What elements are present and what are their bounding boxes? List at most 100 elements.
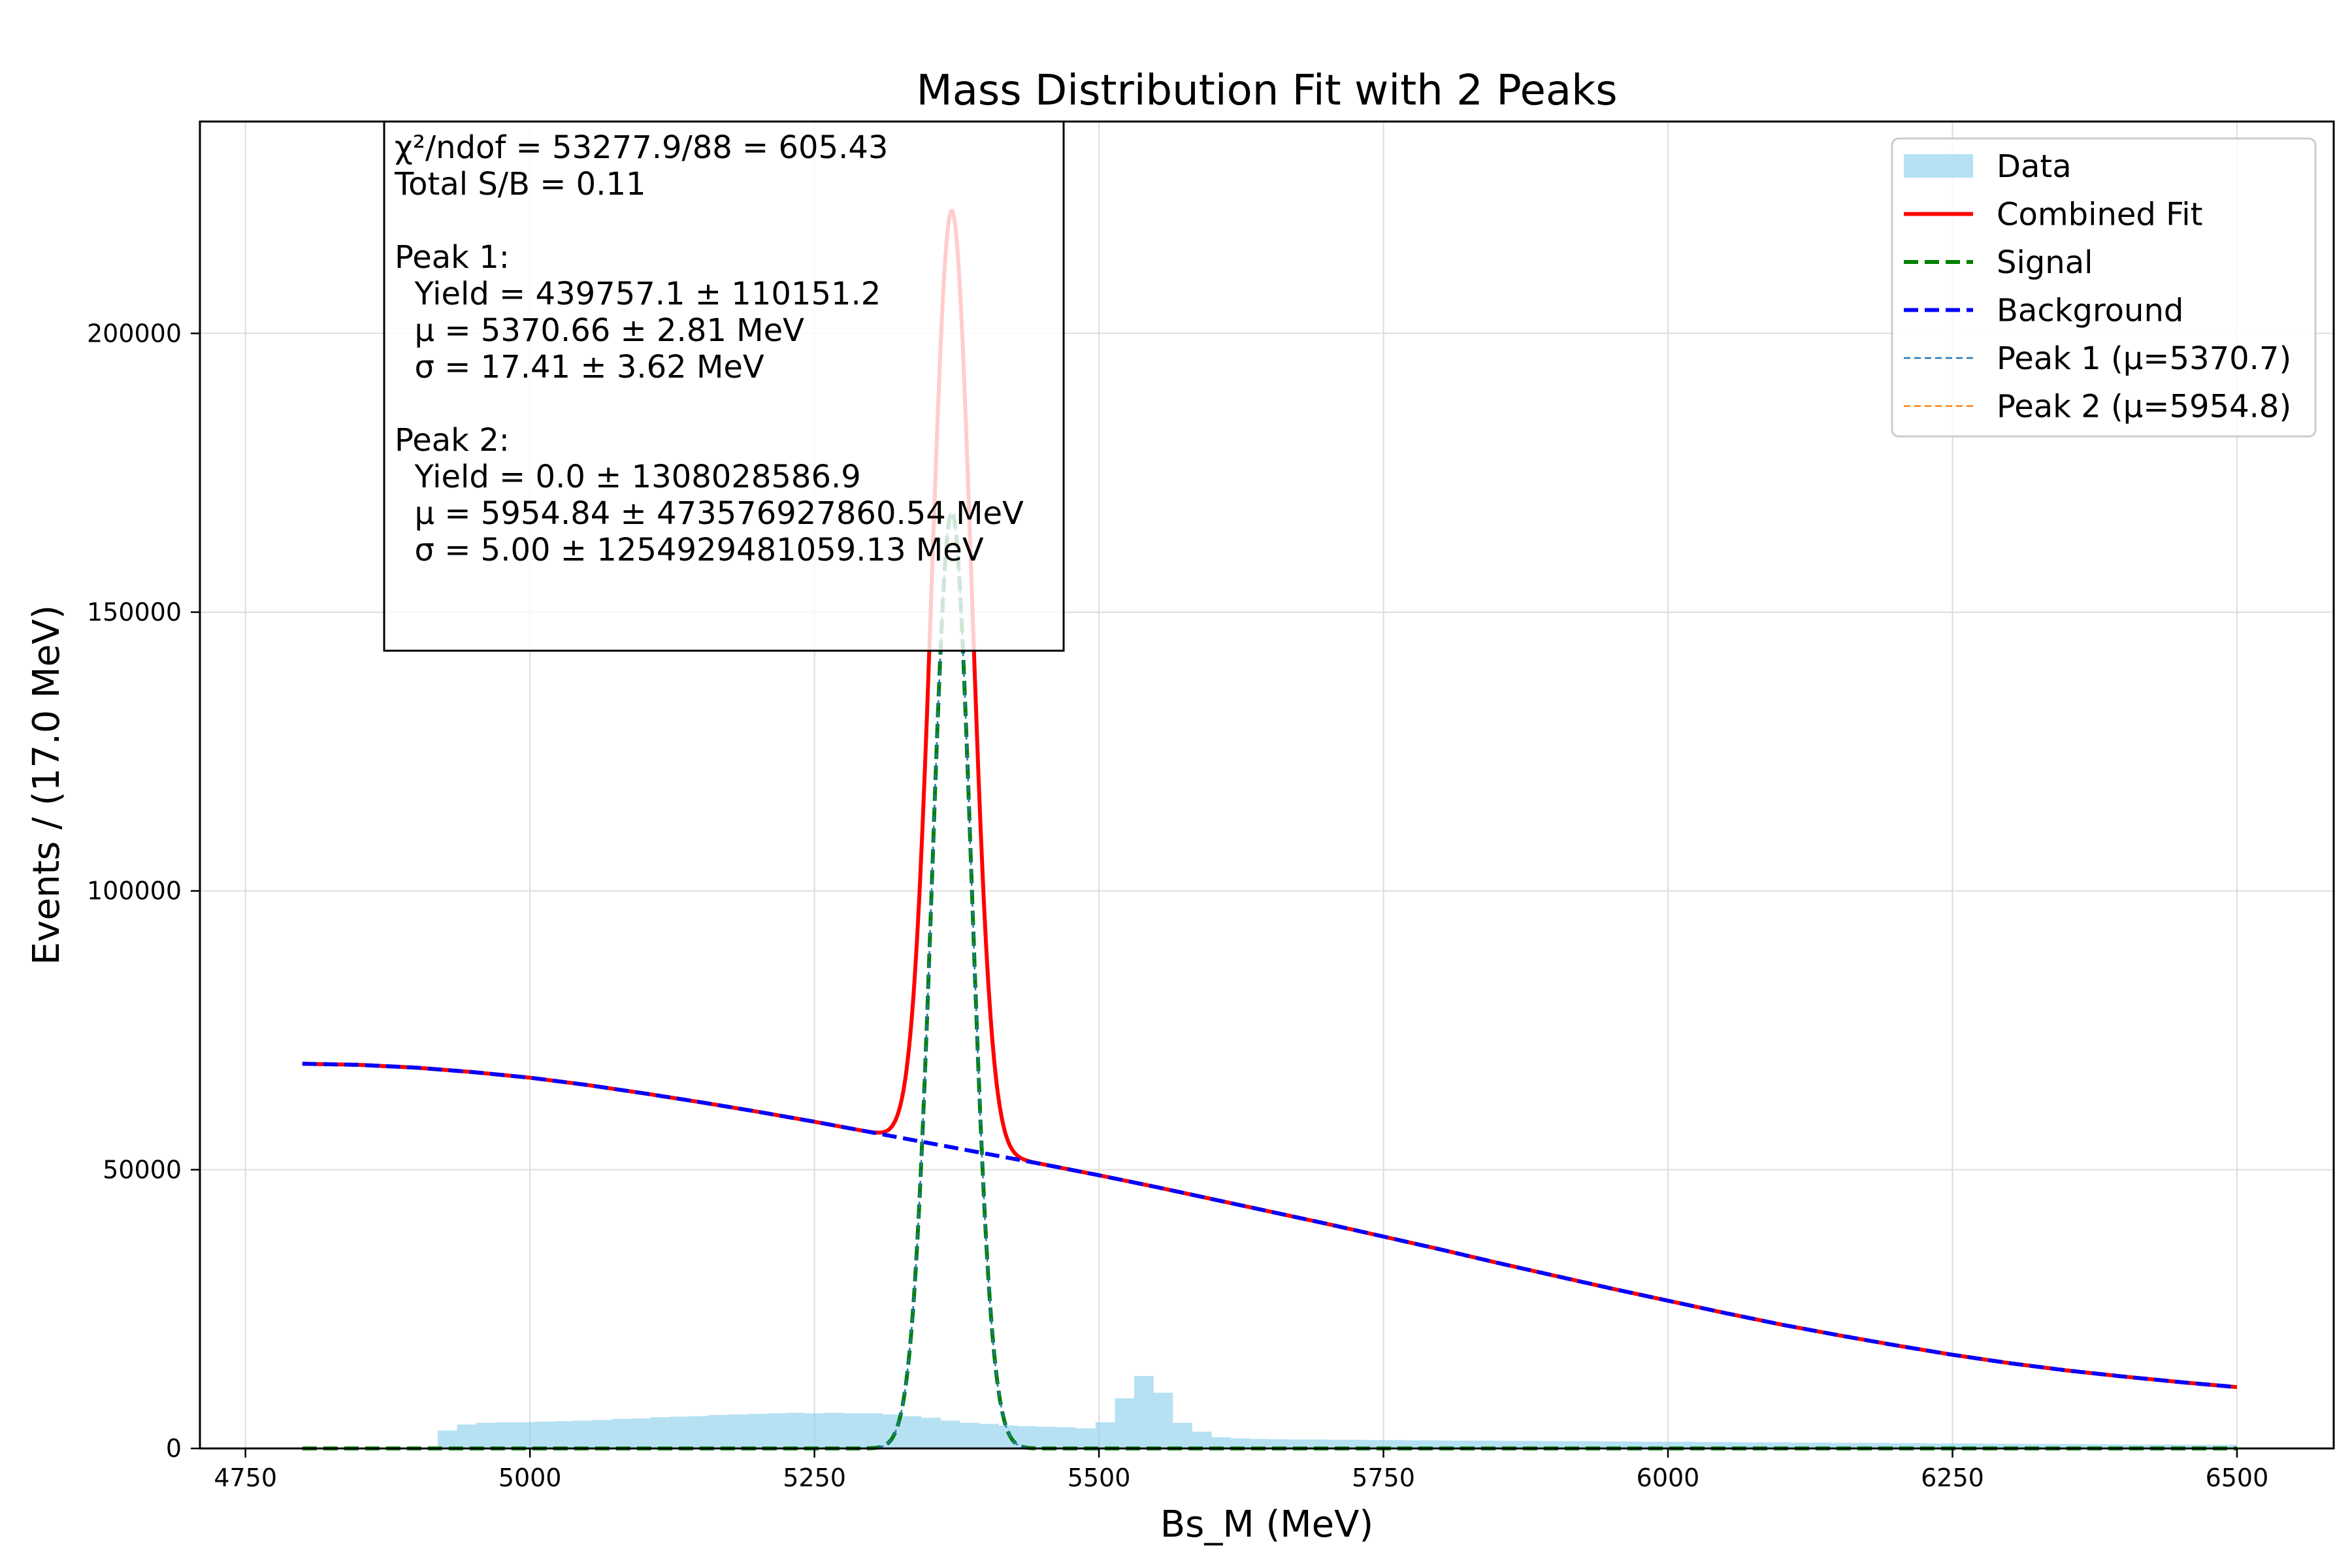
histogram-bar <box>2024 1444 2044 1448</box>
histogram-bar <box>1560 1441 1580 1448</box>
histogram-bar <box>786 1413 806 1448</box>
histogram-bar <box>1269 1439 1289 1448</box>
histogram-bar <box>863 1413 883 1448</box>
stats-line: Yield = 439757.1 ± 110151.2 <box>395 276 881 312</box>
histogram-bar <box>940 1420 960 1448</box>
histogram-bar <box>1231 1438 1250 1448</box>
legend-label: Background <box>1997 293 2183 329</box>
histogram-bar <box>1888 1443 1908 1448</box>
histogram-bar <box>1366 1440 1386 1448</box>
x-tick-label: 6250 <box>1921 1463 1984 1492</box>
y-tick-label: 50000 <box>103 1155 182 1184</box>
histogram-bar <box>1173 1422 1192 1448</box>
histogram-bar <box>1714 1442 1735 1448</box>
histogram-bar <box>1250 1439 1270 1448</box>
histogram-bar <box>1501 1441 1522 1448</box>
axes-frame <box>199 120 2335 1450</box>
histogram-bar <box>1211 1437 1232 1448</box>
x-tick-label: 6500 <box>2206 1463 2269 1492</box>
histogram-bar <box>843 1413 864 1448</box>
histogram-bar <box>1443 1441 1463 1448</box>
stats-line: μ = 5954.84 ± 473576927860.54 MeV <box>395 495 1024 532</box>
histogram-bar <box>553 1421 574 1448</box>
histogram-bar <box>960 1422 980 1448</box>
histogram-bar <box>573 1420 593 1448</box>
histogram-bar <box>1831 1443 1850 1448</box>
histogram-bar <box>2101 1444 2121 1448</box>
histogram-bar <box>1328 1439 1347 1448</box>
histogram-bar <box>1463 1441 1483 1448</box>
legend: Data Combined Fit Signal Background Peak 1 (… <box>1891 137 2317 438</box>
histogram-bar <box>1946 1443 1967 1448</box>
histogram-bar <box>1056 1427 1077 1448</box>
histogram-bar <box>1753 1442 1773 1448</box>
histogram-bar <box>1095 1422 1115 1448</box>
stats-line: μ = 5370.66 ± 2.81 MeV <box>395 312 804 349</box>
histogram-bar <box>2004 1443 2025 1448</box>
histogram-bar <box>902 1416 922 1448</box>
histogram-bar <box>592 1420 612 1448</box>
stats-line: σ = 17.41 ± 3.62 MeV <box>395 349 764 385</box>
histogram-bar <box>1153 1392 1173 1448</box>
x-tick-label: 4750 <box>214 1463 277 1492</box>
x-tick-label: 5750 <box>1352 1463 1415 1492</box>
histogram-bar <box>1772 1442 1792 1448</box>
histogram-bar <box>1192 1431 1212 1448</box>
histogram-bar <box>2063 1444 2083 1448</box>
histogram-bar <box>476 1422 496 1448</box>
histogram-bar <box>1927 1443 1947 1448</box>
histogram-bar <box>1791 1443 1812 1448</box>
histogram-bar <box>1424 1440 1444 1448</box>
histogram-bar <box>2140 1445 2160 1448</box>
histogram-bar <box>1637 1441 1657 1448</box>
histogram-bar <box>1540 1441 1560 1448</box>
histogram-bar <box>1521 1441 1541 1448</box>
y-tick-label: 0 <box>166 1434 182 1463</box>
histogram-bar <box>650 1417 670 1448</box>
stats-line: χ²/ndof = 53277.9/88 = 605.43 <box>395 129 888 166</box>
histogram-bar <box>689 1416 709 1448</box>
histogram-bar <box>2159 1445 2180 1448</box>
histogram-bar <box>805 1413 825 1448</box>
histogram-bar <box>921 1418 941 1448</box>
legend-label: Combined Fit <box>1997 197 2202 233</box>
stats-line: Peak 2: <box>395 422 510 459</box>
histogram-bar <box>2043 1444 2063 1448</box>
histogram-bar <box>1482 1441 1502 1448</box>
x-tick-label: 6000 <box>1637 1463 1700 1492</box>
x-tick-label: 5000 <box>498 1463 562 1492</box>
histogram-bar <box>1850 1443 1870 1448</box>
histogram-bar <box>1405 1440 1425 1448</box>
histogram-bar <box>1037 1426 1057 1448</box>
histogram-bar <box>1598 1441 1618 1448</box>
histogram-bar <box>825 1413 844 1448</box>
histogram-bar <box>1115 1398 1135 1448</box>
histogram-bar <box>1347 1439 1367 1448</box>
histogram-bar <box>1811 1443 1831 1448</box>
histogram-bar <box>979 1424 999 1448</box>
histogram-bar <box>1676 1441 1695 1448</box>
histogram-bar <box>1966 1443 1985 1448</box>
histogram-bar <box>1656 1441 1676 1448</box>
histogram-bar <box>534 1422 554 1448</box>
histogram-bar <box>2179 1445 2198 1448</box>
histogram <box>438 1376 2237 1448</box>
histogram-bar <box>1386 1440 1405 1448</box>
x-tick-label: 5500 <box>1068 1463 1131 1492</box>
chart-title: Mass Distribution Fit with 2 Peaks <box>916 67 1617 115</box>
histogram-bar <box>1134 1376 1154 1448</box>
histogram-bar <box>1695 1442 1715 1448</box>
legend-swatch-data <box>1904 154 1973 178</box>
histogram-bar <box>1908 1443 1928 1448</box>
axis-ticks: 4750 5000 5250 5500 5750 6000 6250 6500 0 50000 10… <box>87 319 2268 1492</box>
stats-line: Yield = 0.0 ± 1308028586.9 <box>395 459 861 495</box>
histogram-bar <box>1734 1442 1754 1448</box>
x-axis-label: Bs_M (MeV) <box>1160 1503 1373 1546</box>
histogram-bar <box>438 1430 457 1448</box>
legend-label: Data <box>1997 148 2072 185</box>
stats-line: Peak 1: <box>395 239 510 276</box>
histogram-bar <box>2198 1445 2218 1448</box>
stats-box-frame <box>383 120 1065 652</box>
stats-line: σ = 5.00 ± 1254929481059.13 MeV <box>395 532 984 568</box>
